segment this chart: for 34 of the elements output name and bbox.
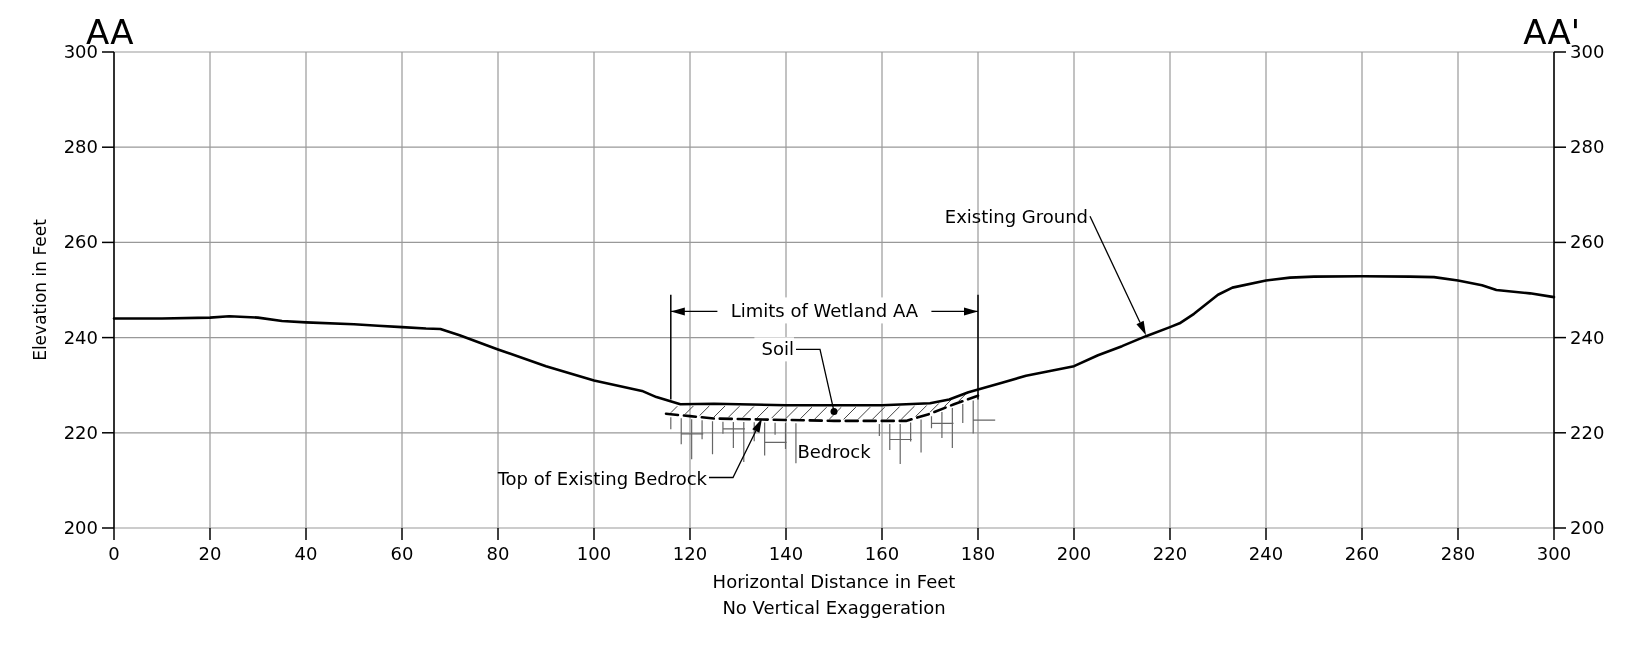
y2-tick-label: 200 bbox=[1570, 517, 1605, 538]
y-tick-label: 220 bbox=[63, 421, 98, 443]
x-tick-label: 200 bbox=[1056, 543, 1092, 564]
x-tick-label: 100 bbox=[576, 543, 612, 564]
x-tick-label: 280 bbox=[1440, 543, 1476, 564]
annotation: Existing Ground bbox=[944, 206, 1088, 228]
x-tick-label: 120 bbox=[672, 543, 708, 564]
annotation: Bedrock bbox=[797, 441, 872, 462]
y-axis-title: Elevation in Feet bbox=[30, 218, 50, 361]
annotation: Top of Existing Bedrock bbox=[496, 467, 708, 489]
x-tick-label: 60 bbox=[390, 543, 414, 564]
x-tick-label: 240 bbox=[1248, 543, 1284, 564]
ref-line-label: Limits of Wetland AA bbox=[730, 300, 919, 322]
x-tick-label: 160 bbox=[864, 543, 900, 564]
x-tick-label: 40 bbox=[294, 543, 318, 564]
x-tick-label: 220 bbox=[1152, 543, 1188, 564]
y-tick-label: 260 bbox=[63, 231, 98, 253]
x-tick-label: 20 bbox=[198, 543, 222, 564]
x-axis-title: Horizontal Distance in Feet bbox=[712, 571, 956, 592]
x-tick-label: 140 bbox=[768, 543, 804, 564]
y2-tick-label: 260 bbox=[1570, 231, 1605, 253]
y-tick-label: 240 bbox=[63, 326, 98, 348]
x-tick-label: 260 bbox=[1344, 543, 1380, 564]
annotation: Soil bbox=[761, 338, 794, 360]
y2-tick-label: 240 bbox=[1570, 326, 1605, 348]
y2-tick-label: 280 bbox=[1570, 136, 1605, 158]
y2-tick-label: 220 bbox=[1570, 421, 1605, 443]
x-tick-label: 80 bbox=[486, 543, 510, 564]
x-tick-label: 0 bbox=[108, 543, 120, 564]
x-tick-label: 300 bbox=[1536, 543, 1572, 564]
x-tick-label: 180 bbox=[960, 543, 996, 564]
y-tick-label: 280 bbox=[63, 136, 98, 158]
text: No Vertical Exaggeration bbox=[722, 597, 946, 618]
y-tick-label: 200 bbox=[63, 517, 98, 538]
